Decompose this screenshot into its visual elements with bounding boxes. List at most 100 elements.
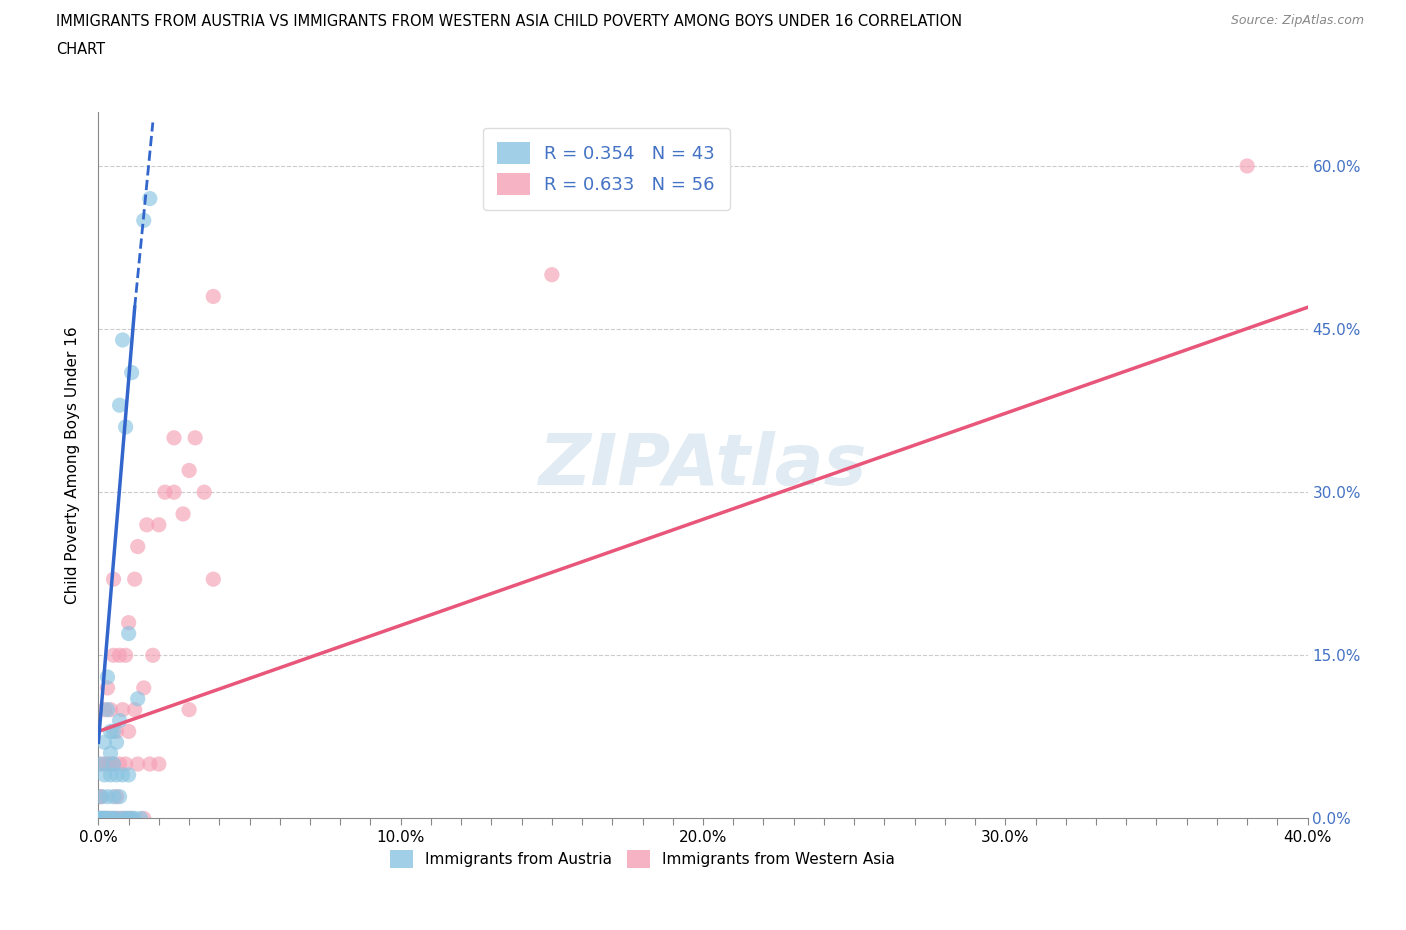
Point (103, 724, 125, 738)
Point (93, 702, 115, 717)
Point (93, 735, 115, 750)
Point (148, 517, 170, 532)
Point (108, 790, 131, 804)
Point (108, 757, 131, 772)
Point (540, 267, 562, 282)
Point (118, 811, 141, 826)
Point (103, 811, 125, 826)
Point (100, 724, 122, 738)
Point (127, 691, 149, 706)
Point (90, 757, 112, 772)
Point (105, 811, 128, 826)
Point (100, 811, 122, 826)
Point (94, 811, 117, 826)
Point (179, 463, 201, 478)
Point (93, 757, 115, 772)
Point (96, 811, 118, 826)
Point (129, 811, 152, 826)
Point (202, 289, 225, 304)
Point (111, 767, 134, 782)
Point (90, 790, 112, 804)
Point (96, 790, 118, 804)
Point (103, 572, 125, 587)
Point (132, 811, 155, 826)
Point (111, 333, 134, 348)
Point (100, 746, 122, 761)
Point (114, 811, 136, 826)
Point (89, 811, 111, 826)
Point (124, 702, 146, 717)
Point (114, 419, 136, 434)
Point (172, 507, 194, 522)
Point (103, 648, 125, 663)
Point (139, 192, 162, 206)
Point (114, 757, 136, 772)
Point (111, 702, 134, 717)
Point (184, 431, 207, 445)
Point (118, 811, 141, 826)
Point (87, 811, 110, 826)
Point (90, 811, 112, 826)
Point (108, 713, 131, 728)
Text: CHART: CHART (56, 42, 105, 57)
Point (103, 757, 125, 772)
Point (103, 811, 125, 826)
Point (96, 670, 118, 684)
Point (132, 681, 155, 696)
Point (118, 616, 141, 631)
Point (96, 702, 118, 717)
Point (153, 485, 176, 499)
Point (111, 811, 134, 826)
Point (105, 767, 128, 782)
Point (163, 431, 186, 445)
Point (105, 790, 128, 804)
Point (121, 811, 143, 826)
Point (139, 757, 162, 772)
Point (90, 790, 112, 804)
Point (121, 365, 143, 380)
Point (118, 724, 141, 738)
Point (100, 767, 122, 782)
Text: ZIPAtlas: ZIPAtlas (538, 431, 868, 499)
Point (105, 724, 128, 738)
Point (91, 811, 114, 826)
Point (127, 757, 149, 772)
Point (100, 811, 122, 826)
Point (93, 811, 115, 826)
Point (114, 811, 136, 826)
Point (96, 811, 118, 826)
Point (100, 757, 122, 772)
Point (179, 702, 201, 717)
Point (111, 811, 134, 826)
Point (127, 539, 149, 554)
Point (118, 626, 141, 641)
Point (87, 811, 110, 826)
Point (124, 811, 146, 826)
Point (124, 572, 146, 587)
Point (142, 648, 165, 663)
Point (193, 485, 215, 499)
Point (135, 517, 157, 532)
Point (118, 767, 141, 782)
Text: Source: ZipAtlas.com: Source: ZipAtlas.com (1230, 14, 1364, 27)
Point (87, 757, 110, 772)
Point (93, 767, 115, 782)
Point (93, 811, 115, 826)
Point (103, 757, 125, 772)
Point (132, 213, 155, 228)
Point (105, 811, 128, 826)
Point (96, 757, 118, 772)
Point (103, 790, 125, 804)
Point (108, 811, 131, 826)
Legend: Immigrants from Austria, Immigrants from Western Asia: Immigrants from Austria, Immigrants from… (384, 844, 901, 874)
Point (202, 572, 225, 587)
Point (114, 648, 136, 663)
Point (90, 811, 112, 826)
Point (105, 735, 128, 750)
Point (87, 790, 110, 804)
Point (163, 485, 186, 499)
Point (121, 811, 143, 826)
Y-axis label: Child Poverty Among Boys Under 16: Child Poverty Among Boys Under 16 (65, 326, 80, 604)
Text: IMMIGRANTS FROM AUSTRIA VS IMMIGRANTS FROM WESTERN ASIA CHILD POVERTY AMONG BOYS: IMMIGRANTS FROM AUSTRIA VS IMMIGRANTS FR… (56, 14, 962, 29)
Point (108, 648, 131, 663)
